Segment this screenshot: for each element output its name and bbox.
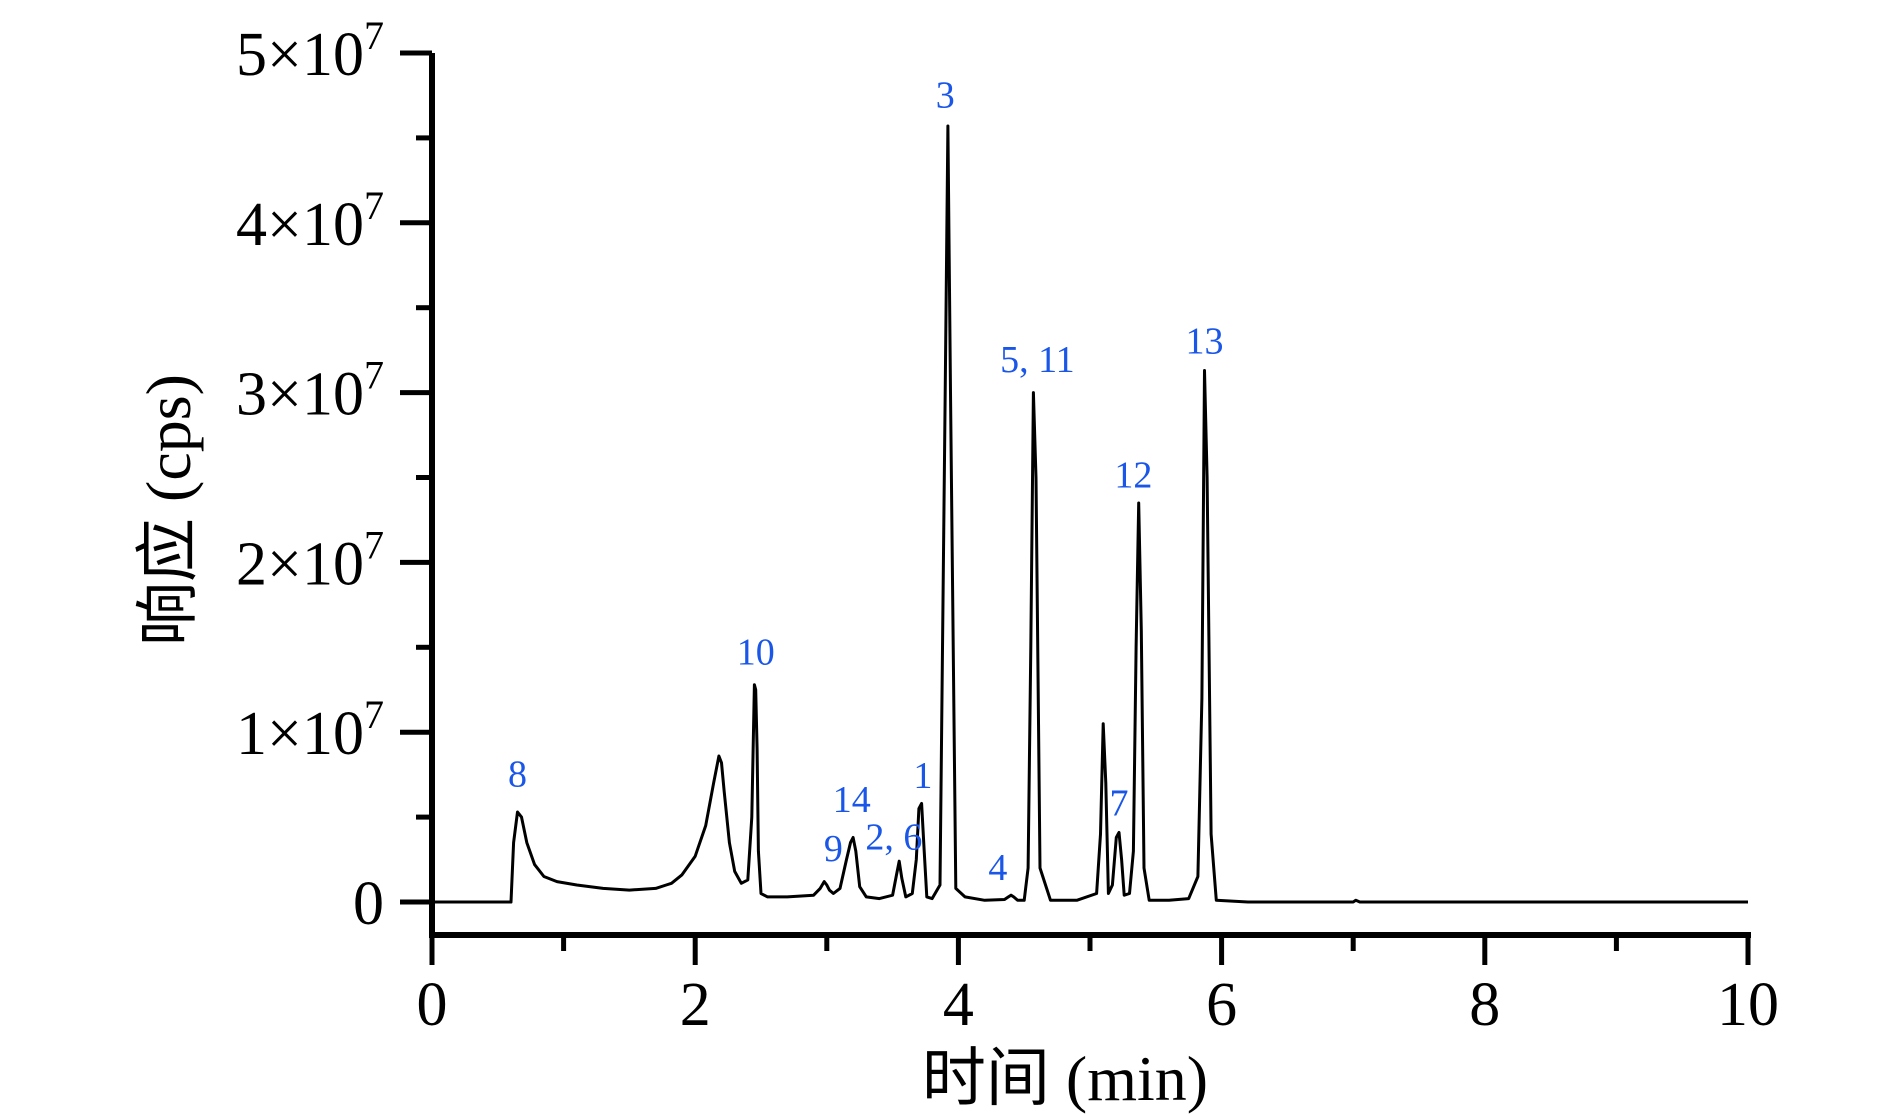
peak-label: 14 — [833, 779, 871, 821]
y-tick-label: 3×107 — [236, 353, 384, 429]
y-tick-label: 5×107 — [236, 13, 384, 89]
x-tick-label: 10 — [1717, 971, 1779, 1039]
x-tick-label: 8 — [1469, 971, 1500, 1039]
y-axis-title: 响应 (cps) — [133, 374, 204, 646]
peak-label: 9 — [824, 828, 843, 870]
x-axis-title: 时间 (min) — [922, 1043, 1208, 1114]
y-tick-label: 4×107 — [236, 183, 384, 259]
y-tick-label: 1×107 — [236, 692, 384, 768]
peak-label: 12 — [1114, 455, 1152, 497]
peak-label: 13 — [1185, 321, 1223, 363]
series-layer — [432, 124, 1748, 904]
peak-label: 4 — [988, 847, 1007, 889]
x-tick-label: 0 — [417, 971, 448, 1039]
axes: 0 1×107 2×107 3×107 4×107 5×107 0 2 4 6 8 10 — [236, 13, 1779, 1039]
peak-label: 2, 6 — [865, 816, 922, 858]
x-tick-label: 2 — [680, 971, 711, 1039]
y-tick-label: 0 — [353, 870, 384, 938]
chromatogram-trace — [432, 124, 1748, 904]
y-tick-label: 2×107 — [236, 522, 384, 598]
peak-label: 1 — [913, 755, 932, 797]
peak-label: 8 — [508, 754, 527, 796]
x-tick-label: 6 — [1206, 971, 1237, 1039]
x-tick-label: 4 — [943, 971, 974, 1039]
peak-label: 3 — [936, 74, 955, 116]
peak-label: 10 — [737, 631, 775, 673]
peak-label: 7 — [1109, 782, 1128, 824]
peak-label: 5, 11 — [1000, 339, 1075, 381]
